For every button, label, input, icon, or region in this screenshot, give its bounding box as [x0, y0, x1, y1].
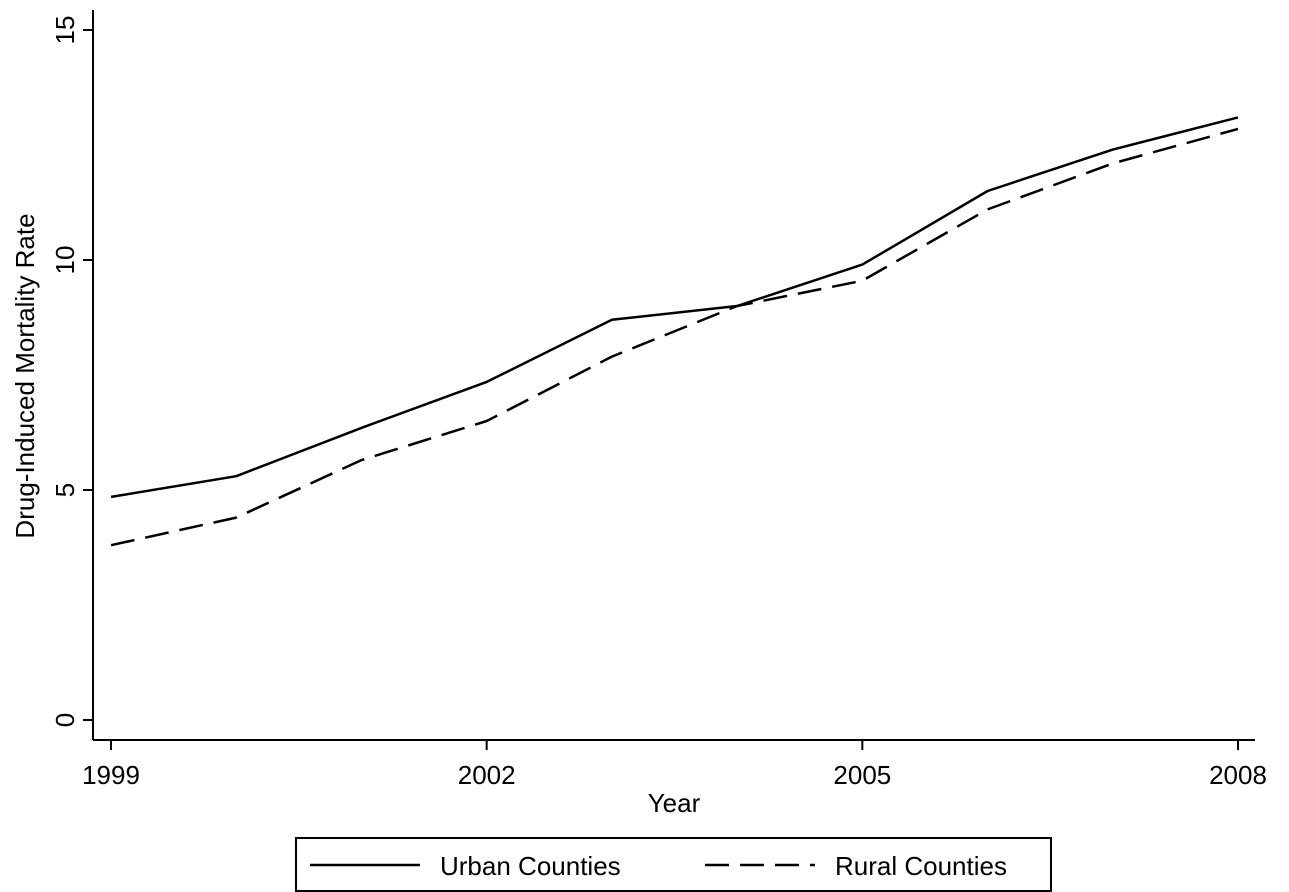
x-tick-label: 2005: [833, 760, 891, 790]
y-tick-label: 0: [50, 713, 80, 727]
legend: Urban Counties Rural Counties: [295, 837, 1052, 892]
series-line-rural: [110, 127, 1239, 547]
series-line-urban: [110, 116, 1239, 499]
x-tick-label: 2002: [458, 760, 516, 790]
y-axis-ticks: 0 5 10 15: [50, 16, 93, 727]
x-tick-label: 1999: [82, 760, 140, 790]
y-tick-label: 10: [50, 246, 80, 275]
y-tick-label: 5: [50, 483, 80, 497]
x-axis-ticks: 1999 2002 2005 2008: [82, 740, 1267, 790]
x-tick-label: 2008: [1209, 760, 1267, 790]
series-layer: [110, 116, 1239, 547]
legend-label-urban: Urban Counties: [440, 851, 621, 881]
legend-label-rural: Rural Counties: [835, 851, 1007, 881]
y-axis-title: Drug-Induced Mortality Rate: [10, 213, 40, 538]
legend-box: [295, 837, 1052, 892]
y-tick-label: 15: [50, 16, 80, 45]
x-axis-title: Year: [648, 788, 701, 818]
